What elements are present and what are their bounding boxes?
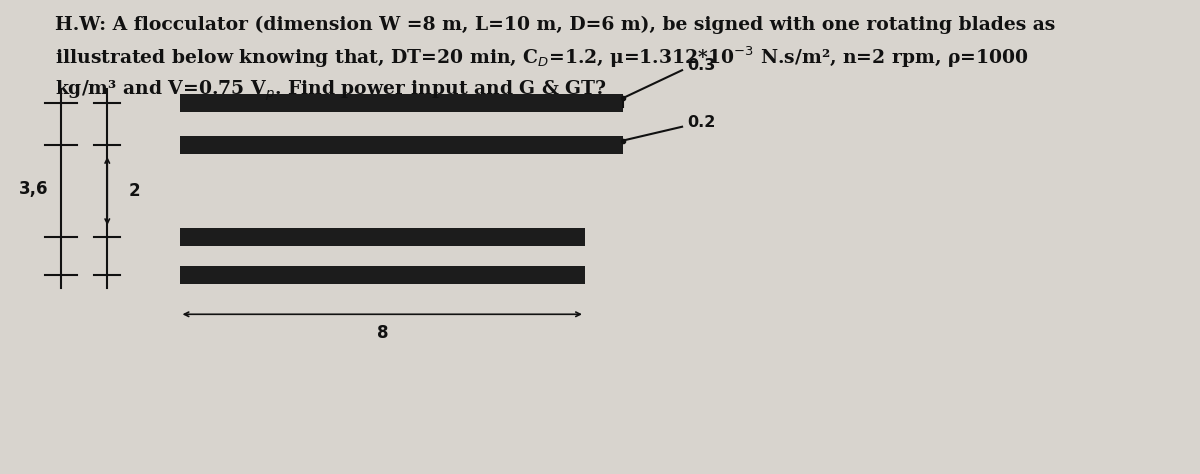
Text: 2: 2 (128, 182, 140, 200)
Bar (180, 228, 584, 246)
Bar (180, 266, 584, 283)
Text: 8: 8 (377, 324, 388, 342)
Bar (180, 94, 623, 112)
Text: 0.3: 0.3 (688, 58, 716, 73)
Text: 3,6: 3,6 (19, 180, 48, 198)
Text: H.W: A flocculator (dimension W =8 m, L=10 m, D=6 m), be signed with one rotatin: H.W: A flocculator (dimension W =8 m, L=… (55, 16, 1056, 103)
Text: 0.2: 0.2 (688, 115, 716, 129)
Bar (180, 136, 623, 154)
